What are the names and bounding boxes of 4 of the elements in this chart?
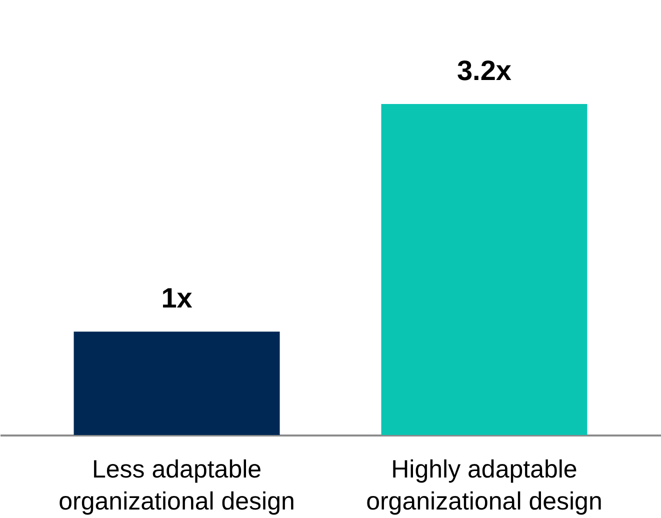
data-label: 1x bbox=[161, 282, 193, 314]
data-label: 3.2x bbox=[456, 55, 512, 86]
x-tick-label: Less adaptable organizational design bbox=[58, 456, 295, 516]
x-tick-label: Highly adaptable organizational design bbox=[366, 456, 602, 516]
